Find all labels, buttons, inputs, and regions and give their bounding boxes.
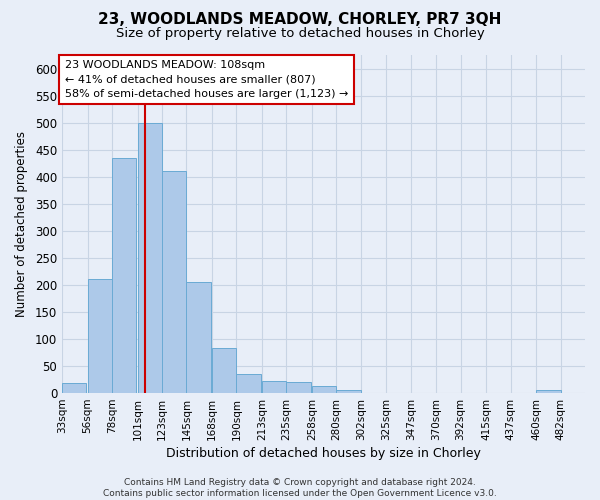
Bar: [536, 390, 560, 393]
Bar: [162, 172, 187, 393]
Bar: [212, 348, 236, 393]
Bar: [187, 282, 211, 393]
Text: 23 WOODLANDS MEADOW: 108sqm
← 41% of detached houses are smaller (807)
58% of se: 23 WOODLANDS MEADOW: 108sqm ← 41% of det…: [65, 60, 348, 99]
Bar: [262, 381, 286, 393]
Bar: [286, 382, 311, 393]
Bar: [137, 122, 162, 393]
Bar: [336, 390, 361, 393]
Bar: [236, 374, 261, 393]
Text: 23, WOODLANDS MEADOW, CHORLEY, PR7 3QH: 23, WOODLANDS MEADOW, CHORLEY, PR7 3QH: [98, 12, 502, 28]
Bar: [112, 158, 136, 393]
Y-axis label: Number of detached properties: Number of detached properties: [15, 131, 28, 317]
Bar: [312, 386, 336, 393]
Bar: [62, 384, 86, 393]
Text: Size of property relative to detached houses in Chorley: Size of property relative to detached ho…: [116, 28, 484, 40]
Bar: [88, 280, 112, 393]
X-axis label: Distribution of detached houses by size in Chorley: Distribution of detached houses by size …: [166, 447, 481, 460]
Text: Contains HM Land Registry data © Crown copyright and database right 2024.
Contai: Contains HM Land Registry data © Crown c…: [103, 478, 497, 498]
